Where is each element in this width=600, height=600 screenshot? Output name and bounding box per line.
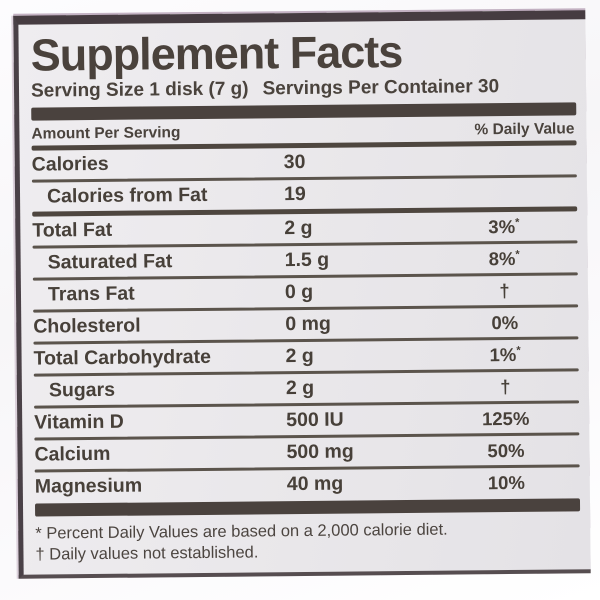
nutrient-daily-value: 125% bbox=[481, 407, 530, 429]
footnote-marker: * bbox=[514, 216, 520, 229]
nutrient-amount: 2 g bbox=[284, 216, 313, 240]
nutrient-name: Calories from Fat bbox=[46, 183, 208, 208]
nutrient-daily-value bbox=[430, 160, 577, 161]
nutrient-amount: 500 IU bbox=[286, 408, 344, 432]
nutrient-amount: 2 g bbox=[285, 376, 315, 400]
nutrient-amount: 40 mg bbox=[286, 472, 344, 496]
nutrient-daily-value: † bbox=[499, 279, 510, 301]
nutrient-amount: 1.5 g bbox=[284, 248, 330, 272]
footnote-marker: * bbox=[515, 248, 520, 261]
nutrient-daily-value: 10% bbox=[487, 471, 525, 493]
footnotes: * Percent Daily Values are based on a 2,… bbox=[35, 518, 580, 565]
nutrient-name: Total Carbohydrate bbox=[33, 345, 212, 370]
nutrient-daily-value: 3%* bbox=[488, 215, 520, 237]
table-row: Magnesium 40 mg 10% bbox=[35, 467, 580, 501]
serving-info: Serving Size 1 disk (7 g) Servings Per Co… bbox=[31, 75, 576, 102]
serving-size: Serving Size 1 disk (7 g) bbox=[30, 78, 249, 102]
nutrient-daily-value: 1%* bbox=[489, 343, 521, 365]
nutrient-name: Saturated Fat bbox=[47, 250, 173, 274]
nutrient-name: Vitamin D bbox=[34, 410, 124, 434]
servings-per-container: Servings Per Container 30 bbox=[262, 76, 500, 100]
panel-title: Supplement Facts bbox=[30, 26, 403, 81]
nutrient-name: Cholesterol bbox=[33, 314, 141, 338]
nutrient-name: Sugars bbox=[48, 378, 116, 402]
nutrient-amount: 500 mg bbox=[286, 440, 354, 464]
nutrient-name: Calcium bbox=[34, 442, 111, 466]
thick-separator-bottom bbox=[34, 498, 581, 517]
nutrient-amount: 2 g bbox=[285, 344, 314, 368]
footnote-not-established: † Daily values not established. bbox=[35, 543, 259, 564]
nutrient-daily-value: 50% bbox=[487, 439, 525, 461]
nutrient-amount: 0 g bbox=[284, 280, 314, 304]
nutrient-name: Total Fat bbox=[32, 218, 113, 242]
nutrient-amount: 0 mg bbox=[285, 312, 331, 336]
footnote-marker: * bbox=[516, 344, 521, 357]
nutrient-name: Calories bbox=[31, 152, 109, 176]
nutrient-daily-value: 8%* bbox=[488, 247, 520, 269]
nutrient-amount: 30 bbox=[283, 150, 306, 174]
nutrient-daily-value: 0% bbox=[491, 311, 519, 333]
nutrient-amount: 19 bbox=[283, 182, 306, 206]
nutrient-daily-value bbox=[430, 192, 577, 193]
supplement-facts-panel: Supplement Facts Serving Size 1 disk (7 … bbox=[13, 10, 591, 579]
nutrient-name: Magnesium bbox=[34, 474, 143, 498]
nutrient-daily-value: † bbox=[500, 375, 511, 397]
daily-value-column-header: % Daily Value bbox=[474, 120, 575, 139]
amount-column-header: Amount Per Serving bbox=[31, 124, 181, 143]
nutrient-name: Trans Fat bbox=[47, 282, 135, 306]
